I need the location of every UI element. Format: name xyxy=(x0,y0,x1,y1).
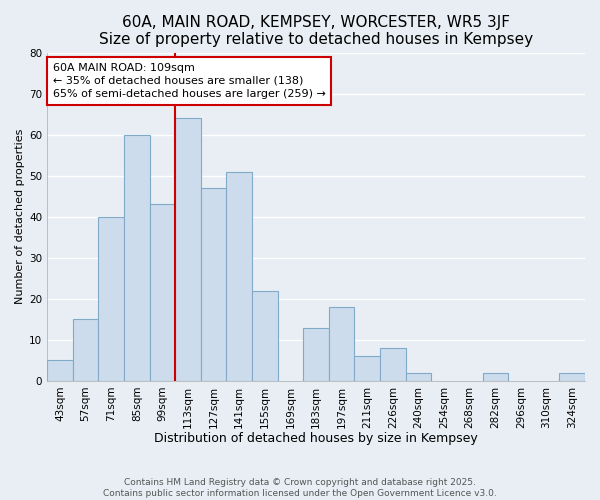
Bar xyxy=(380,348,406,381)
Bar xyxy=(406,372,431,381)
Bar xyxy=(329,307,355,381)
Bar xyxy=(482,372,508,381)
Bar xyxy=(303,328,329,381)
Bar xyxy=(98,217,124,381)
Bar xyxy=(559,372,585,381)
Bar xyxy=(124,135,149,381)
Bar xyxy=(252,290,278,381)
Y-axis label: Number of detached properties: Number of detached properties xyxy=(15,129,25,304)
Text: Contains HM Land Registry data © Crown copyright and database right 2025.
Contai: Contains HM Land Registry data © Crown c… xyxy=(103,478,497,498)
Bar xyxy=(47,360,73,381)
Bar xyxy=(226,172,252,381)
X-axis label: Distribution of detached houses by size in Kempsey: Distribution of detached houses by size … xyxy=(154,432,478,445)
Bar xyxy=(73,320,98,381)
Bar xyxy=(201,188,226,381)
Text: 60A MAIN ROAD: 109sqm
← 35% of detached houses are smaller (138)
65% of semi-det: 60A MAIN ROAD: 109sqm ← 35% of detached … xyxy=(53,62,325,99)
Title: 60A, MAIN ROAD, KEMPSEY, WORCESTER, WR5 3JF
Size of property relative to detache: 60A, MAIN ROAD, KEMPSEY, WORCESTER, WR5 … xyxy=(99,15,533,48)
Bar xyxy=(149,204,175,381)
Bar xyxy=(355,356,380,381)
Bar xyxy=(175,118,201,381)
